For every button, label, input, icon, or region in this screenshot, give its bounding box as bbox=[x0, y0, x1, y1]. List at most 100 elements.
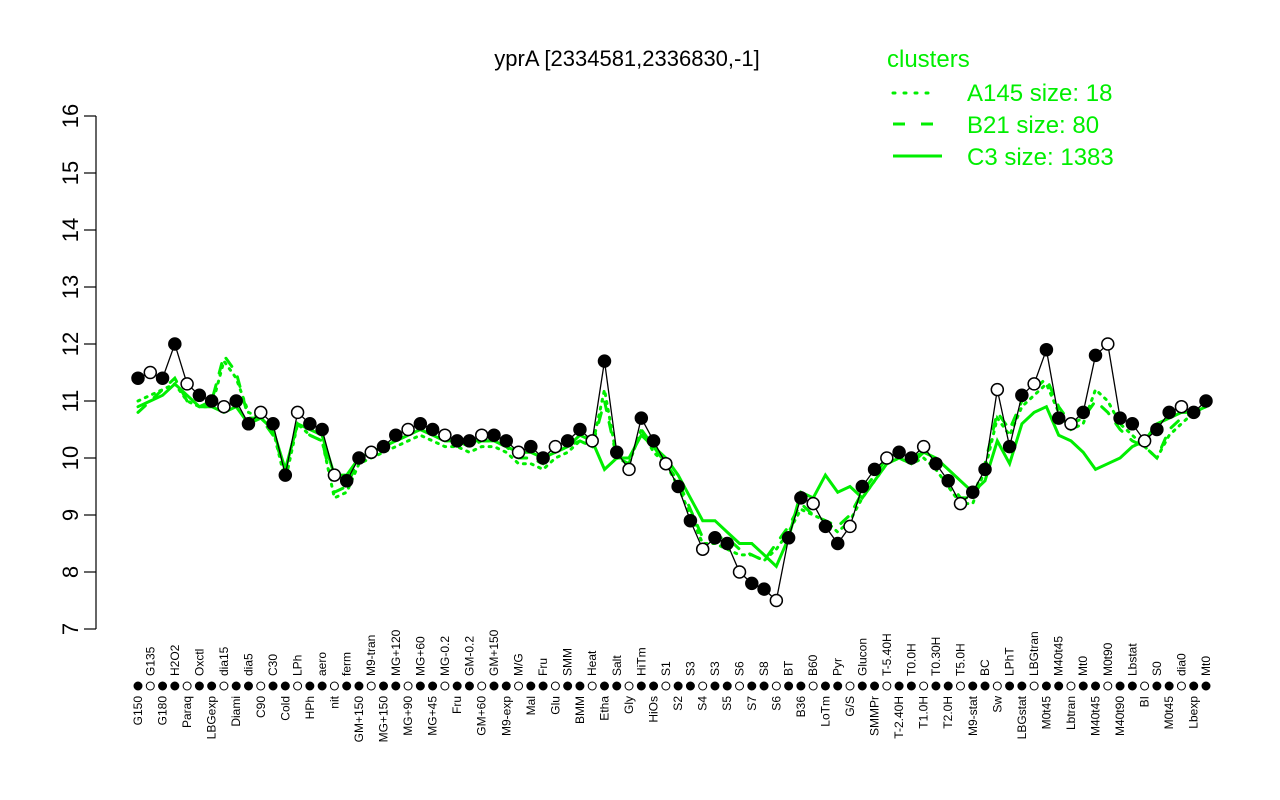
axis-marker bbox=[685, 681, 695, 691]
x-tick-label: LBGexp bbox=[205, 696, 219, 740]
x-tick-label: MG+90 bbox=[401, 696, 415, 736]
x-tick-label: M40t45 bbox=[1089, 696, 1103, 736]
x-tick-label: S6 bbox=[733, 661, 747, 676]
x-tick-label: Diami bbox=[229, 696, 243, 727]
data-point bbox=[990, 382, 1005, 397]
data-point bbox=[229, 394, 243, 408]
x-tick-label: aero bbox=[315, 652, 329, 676]
data-point bbox=[315, 422, 329, 437]
data-point bbox=[732, 565, 747, 579]
axis-marker bbox=[219, 681, 229, 691]
legend-c3: C3 size: 1383 bbox=[967, 144, 1114, 171]
axis-marker bbox=[747, 681, 757, 691]
axis-marker bbox=[170, 681, 180, 691]
axis-marker bbox=[931, 681, 941, 691]
data-point bbox=[1162, 405, 1176, 420]
axis-marker bbox=[194, 681, 204, 691]
data-point bbox=[916, 439, 931, 454]
data-point bbox=[683, 513, 698, 528]
legend: clusters A145 size: 18 B21 size: 80 C3 s… bbox=[887, 46, 1114, 171]
x-tick-label: LPhT bbox=[1003, 647, 1017, 676]
axis-marker bbox=[636, 681, 646, 691]
x-tick-label: HiTm bbox=[634, 647, 648, 676]
axis-marker bbox=[857, 681, 867, 691]
axis-marker bbox=[514, 681, 524, 691]
axis-marker bbox=[943, 681, 953, 691]
data-point bbox=[818, 519, 833, 534]
axis-marker bbox=[784, 681, 794, 691]
y-tick-label: 9 bbox=[58, 509, 83, 521]
legend-a145: A145 size: 18 bbox=[967, 80, 1112, 107]
axis-marker bbox=[698, 681, 708, 691]
cluster-solid-line bbox=[136, 381, 1208, 569]
data-point bbox=[1125, 417, 1140, 431]
data-point bbox=[1199, 394, 1213, 408]
x-tick-label: LBGstat bbox=[1015, 695, 1029, 739]
data-point bbox=[241, 417, 256, 431]
data-point bbox=[364, 445, 378, 460]
axis-marker bbox=[243, 681, 253, 691]
axis-marker bbox=[452, 681, 462, 691]
axis-marker bbox=[894, 681, 904, 691]
x-tick-label: B36 bbox=[794, 696, 808, 718]
chart-title: yprA [2334581,2336830,-1] bbox=[494, 46, 759, 71]
x-tick-label: BC bbox=[978, 659, 992, 676]
x-tick-label: Fru bbox=[536, 658, 550, 676]
axis-marker bbox=[661, 681, 671, 691]
axis-marker bbox=[428, 681, 438, 691]
x-tick-label: S2 bbox=[671, 696, 685, 711]
axis-marker bbox=[403, 681, 413, 691]
data-point bbox=[438, 428, 452, 442]
axis-marker bbox=[649, 681, 659, 691]
data-point bbox=[855, 479, 870, 494]
axis-marker bbox=[268, 681, 278, 691]
y-axis: 7 8 9 10 11 12 13 14 15 16 bbox=[58, 104, 97, 635]
data-point bbox=[966, 485, 980, 499]
data-point bbox=[1088, 348, 1103, 363]
axis-marker bbox=[550, 681, 560, 691]
axis-marker bbox=[1005, 681, 1015, 691]
x-tick-label: Lbstat bbox=[1125, 643, 1139, 676]
axis-marker bbox=[563, 681, 573, 691]
x-tick-label: M40t90 bbox=[1113, 696, 1127, 736]
data-point bbox=[339, 474, 354, 488]
x-tick-label: Pyr bbox=[831, 658, 845, 676]
data-point bbox=[830, 536, 845, 551]
axis-marker bbox=[231, 681, 241, 691]
data-point bbox=[1113, 411, 1127, 425]
data-point bbox=[597, 354, 612, 368]
data-point bbox=[573, 422, 587, 437]
x-tick-label: G/S bbox=[843, 696, 857, 717]
data-point bbox=[1076, 405, 1090, 420]
x-tick-label: HiOs bbox=[647, 696, 661, 723]
x-tick-label: Glu bbox=[548, 696, 562, 715]
x-tick-label: Mal bbox=[524, 696, 538, 715]
x-tick-label: MG+45 bbox=[426, 696, 440, 736]
x-tick-label: T-2.40H bbox=[892, 696, 906, 739]
axis-marker bbox=[464, 681, 474, 691]
cluster-lines bbox=[136, 351, 1208, 569]
x-tick-label: M9-tran bbox=[364, 635, 378, 676]
data-point bbox=[941, 474, 955, 488]
data-point bbox=[168, 337, 182, 351]
cluster-dashed-line bbox=[136, 351, 1208, 563]
x-tick-label: LPh bbox=[291, 655, 305, 676]
x-tick-label: Sw bbox=[990, 696, 1004, 713]
data-point bbox=[511, 445, 526, 460]
data-point bbox=[659, 456, 673, 471]
x-tick-label: T0.30H bbox=[929, 637, 943, 676]
x-tick-label: G135 bbox=[143, 646, 157, 676]
axis-marker bbox=[1066, 681, 1076, 691]
x-tick-label: Fru bbox=[450, 696, 464, 714]
legend-b21: B21 size: 80 bbox=[967, 112, 1099, 139]
axis-marker bbox=[771, 681, 781, 691]
x-tick-label: Oxctl bbox=[192, 649, 206, 676]
x-tick-label: MG-0.2 bbox=[438, 636, 452, 676]
axis-marker bbox=[477, 681, 487, 691]
x-tick-label: LBGtran bbox=[1027, 631, 1041, 676]
axis-marker bbox=[906, 681, 916, 691]
data-point bbox=[610, 445, 624, 460]
x-tick-label: S3 bbox=[683, 661, 697, 676]
x-tick-label: Mt0 bbox=[1199, 656, 1213, 676]
axis-marker bbox=[735, 681, 745, 691]
